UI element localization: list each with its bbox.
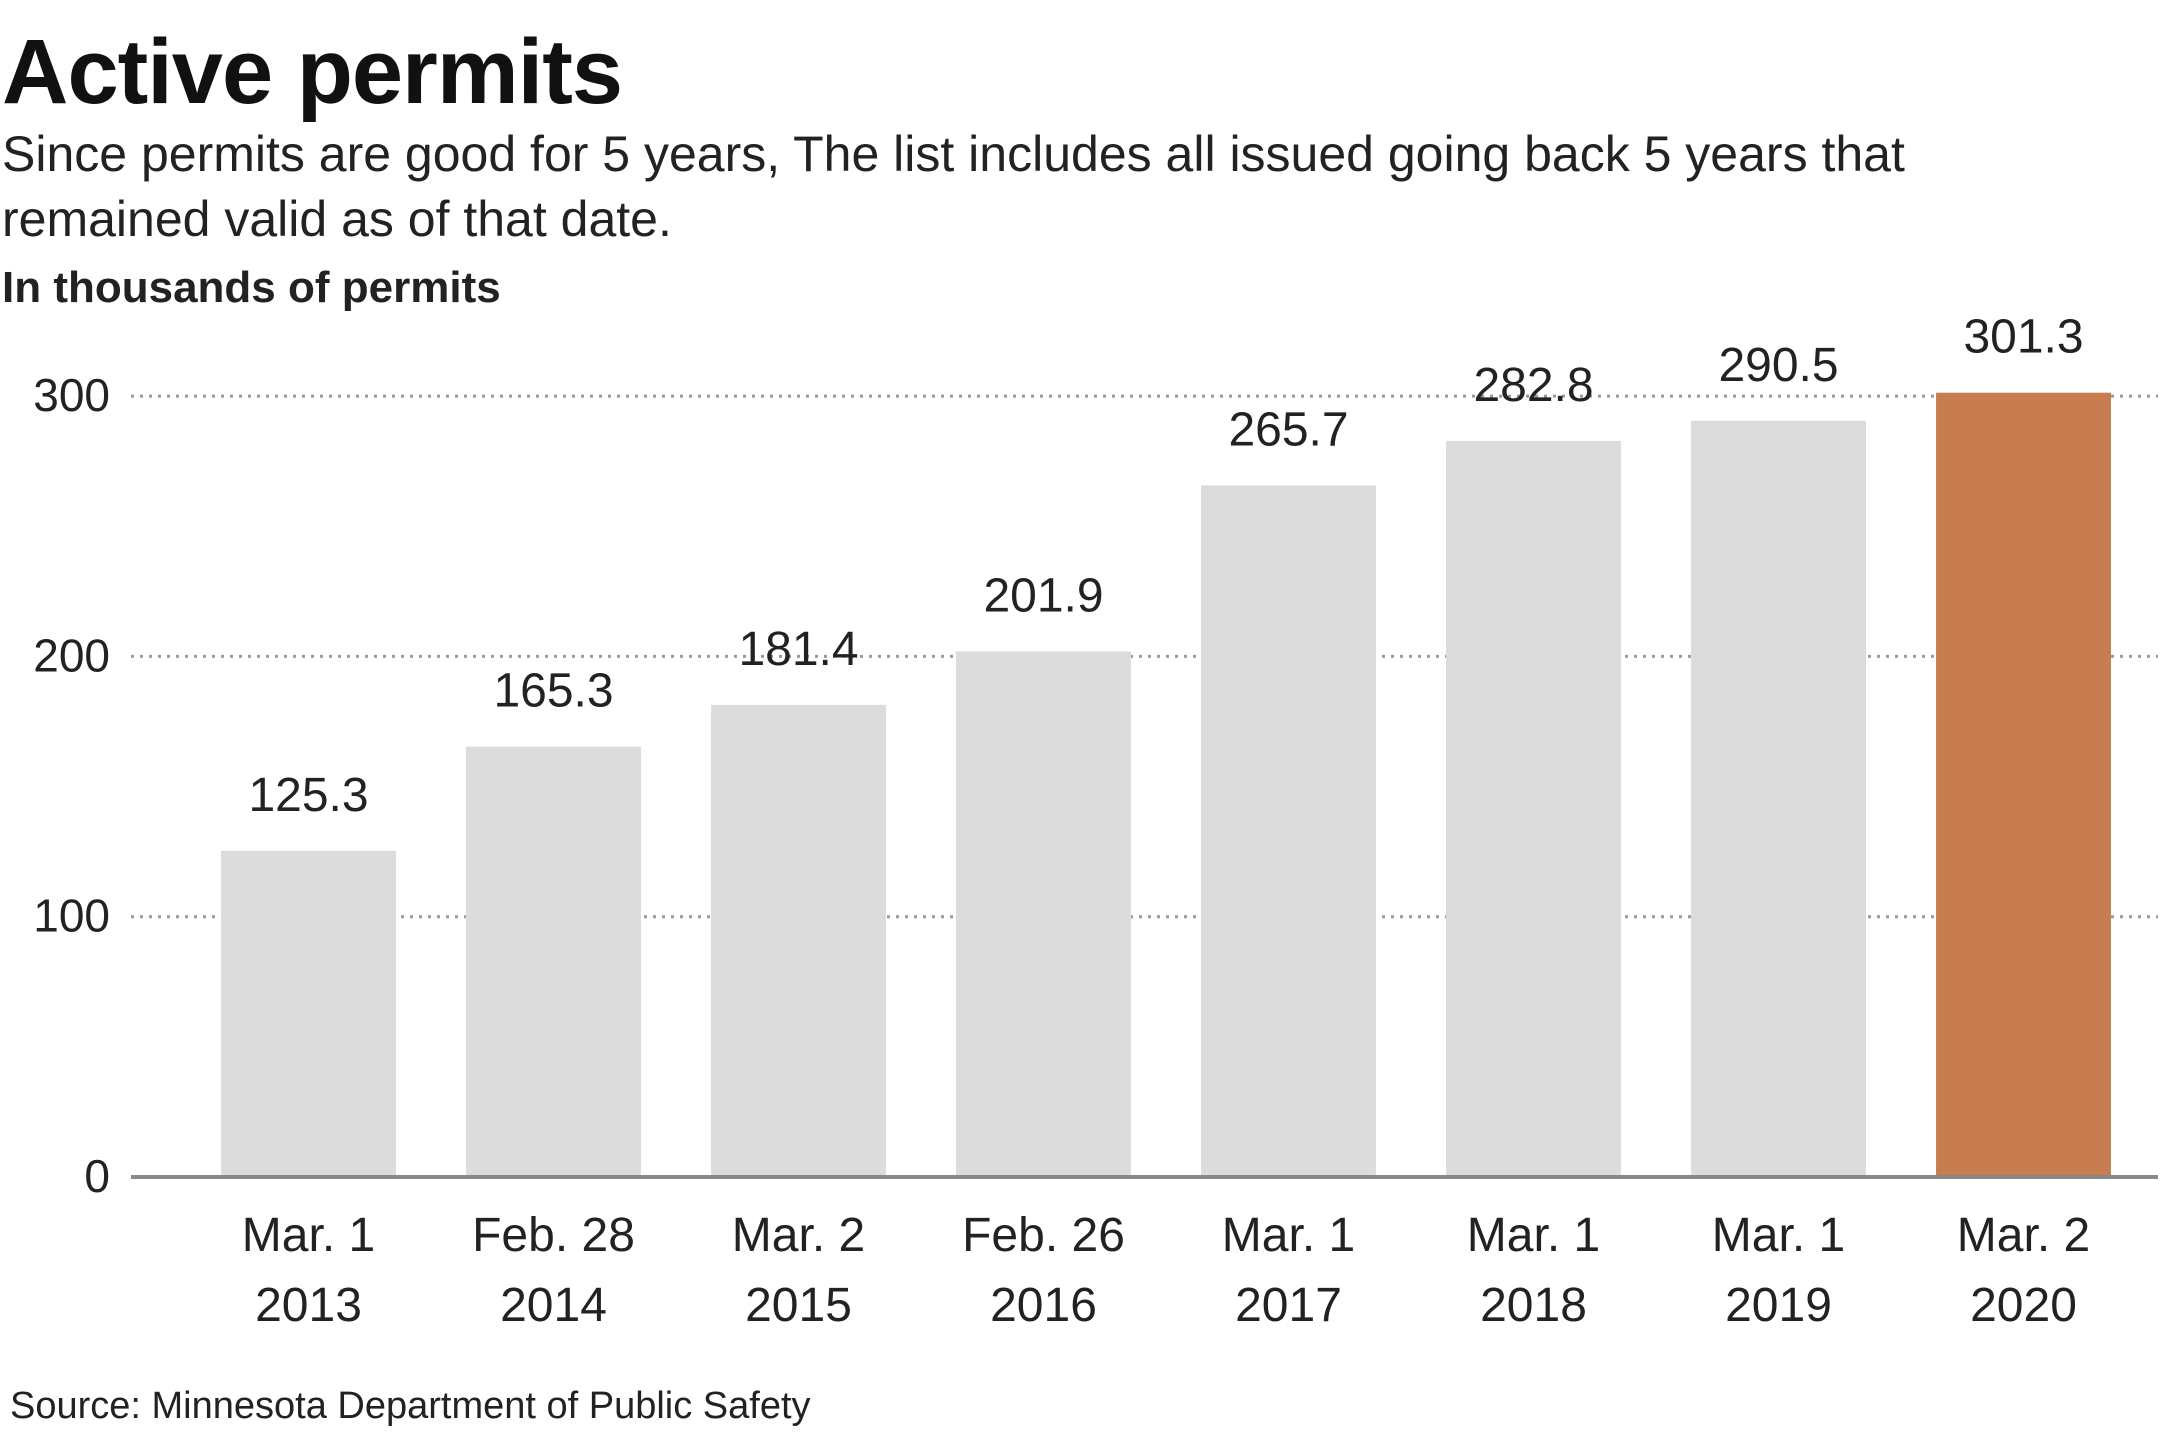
- y-axis-label: In thousands of permits: [2, 263, 501, 312]
- x-tick-label: Feb. 26: [962, 1209, 1125, 1262]
- bar: [956, 651, 1131, 1177]
- y-tick-label: 200: [33, 629, 110, 681]
- x-tick-label: 2013: [255, 1279, 362, 1332]
- x-tick-label: 2015: [745, 1279, 852, 1332]
- x-tick-label: 2020: [1970, 1279, 2077, 1332]
- x-tick-label: 2019: [1725, 1279, 1832, 1332]
- y-tick-label: 0: [84, 1150, 110, 1202]
- value-label: 282.8: [1473, 359, 1593, 412]
- value-label: 301.3: [1963, 311, 2083, 364]
- x-tick-label: Mar. 1: [1712, 1209, 1845, 1262]
- y-tick-label: 300: [33, 369, 110, 421]
- bar: [1691, 420, 1866, 1177]
- x-tick-label: 2016: [990, 1279, 1097, 1332]
- x-tick-label: 2014: [500, 1279, 607, 1332]
- bar: [1201, 485, 1376, 1177]
- value-label: 165.3: [493, 665, 613, 718]
- chart-title: Active permits: [2, 21, 623, 123]
- x-tick-label: Feb. 28: [472, 1209, 635, 1262]
- x-tick-label: Mar. 1: [1467, 1209, 1600, 1262]
- x-tick-label: 2018: [1480, 1279, 1587, 1332]
- value-label: 125.3: [248, 769, 368, 822]
- x-tick-label: Mar. 1: [242, 1209, 375, 1262]
- bar: [221, 850, 396, 1177]
- bar: [711, 704, 886, 1177]
- chart-subtitle: Since permits are good for 5 years, The …: [2, 126, 1905, 247]
- value-label: 201.9: [983, 569, 1103, 622]
- bar: [1936, 392, 2111, 1177]
- value-label: 265.7: [1228, 403, 1348, 456]
- bar: [1446, 440, 1621, 1177]
- x-tick-label: Mar. 2: [1957, 1209, 2090, 1262]
- x-tick-label: Mar. 1: [1222, 1209, 1355, 1262]
- value-label: 181.4: [738, 623, 858, 676]
- y-tick-label: 100: [33, 890, 110, 942]
- x-tick-label: 2017: [1235, 1279, 1342, 1332]
- value-label: 290.5: [1718, 339, 1838, 392]
- x-tick-label: Mar. 2: [732, 1209, 865, 1262]
- bar: [466, 746, 641, 1177]
- source: Source: Minnesota Department of Public S…: [10, 1385, 811, 1427]
